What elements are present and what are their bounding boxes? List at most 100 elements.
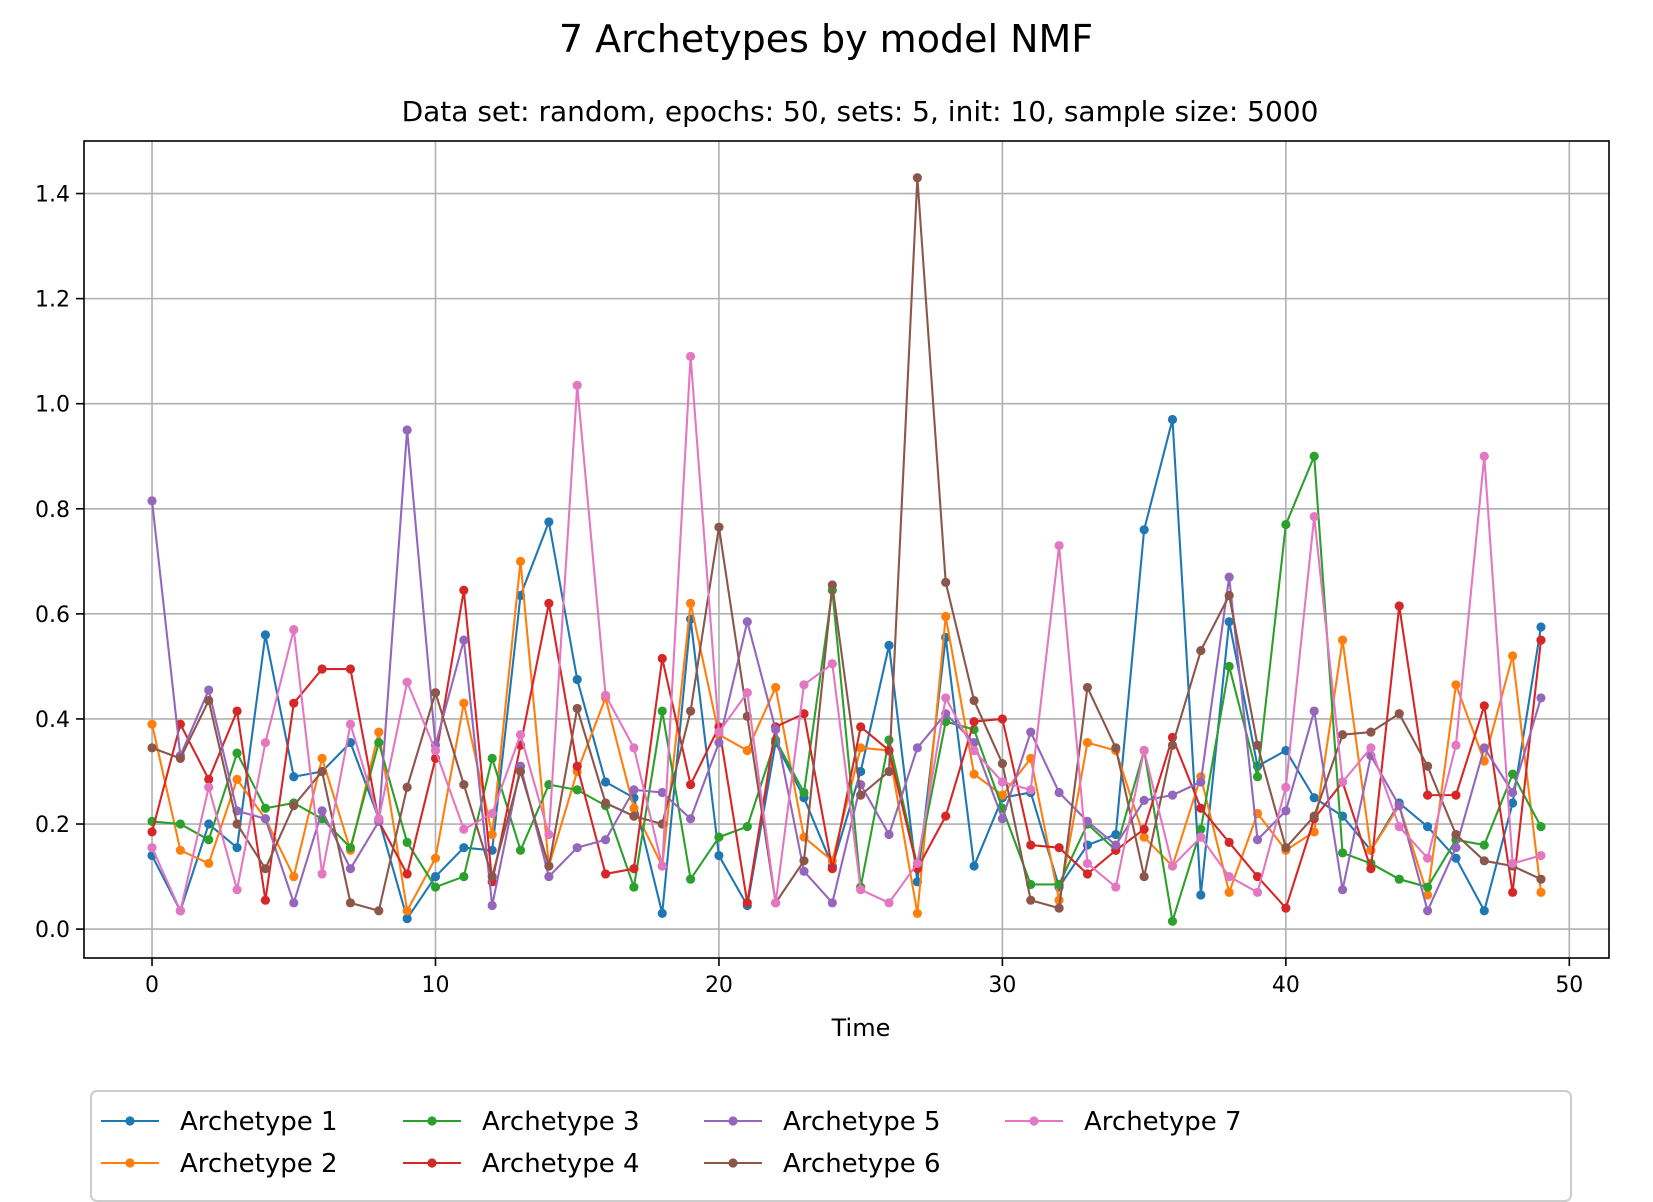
data-point [1536, 874, 1546, 884]
data-point [1422, 822, 1433, 832]
data-point [317, 664, 327, 674]
data-point [600, 690, 611, 700]
legend-item: Archetype 1 [101, 1107, 338, 1137]
data-point [1224, 617, 1234, 627]
series-6 [147, 173, 1546, 916]
data-point [1111, 882, 1121, 892]
data-point [402, 425, 412, 435]
series-layer [147, 173, 1546, 926]
data-point [430, 882, 441, 892]
data-point [147, 719, 157, 729]
data-point [260, 895, 271, 905]
data-point [1281, 903, 1291, 913]
data-point [1309, 706, 1319, 716]
data-point [969, 745, 979, 756]
data-point [1337, 885, 1348, 895]
data-point [1309, 512, 1319, 522]
data-point [1309, 827, 1319, 837]
data-point [1337, 635, 1348, 645]
data-point [685, 874, 696, 884]
data-point [345, 864, 356, 874]
legend-item: Archetype 5 [704, 1107, 941, 1137]
data-point [175, 845, 185, 855]
data-point [232, 774, 242, 784]
data-point [544, 829, 554, 840]
data-point [1082, 858, 1093, 869]
legend-marker [427, 1116, 437, 1126]
legend-label: Archetype 2 [180, 1149, 338, 1179]
data-point [856, 743, 866, 753]
data-point [317, 766, 327, 777]
data-point [260, 814, 271, 824]
data-point [1422, 882, 1433, 892]
data-point [459, 824, 469, 834]
x-tick-label: 30 [988, 973, 1016, 998]
data-point [1508, 858, 1518, 869]
data-point [175, 906, 185, 916]
data-point [714, 727, 724, 737]
data-point [1479, 701, 1489, 711]
data-point [1451, 790, 1461, 800]
data-point [912, 908, 922, 918]
series-line [151, 589, 1543, 910]
data-point [997, 759, 1008, 769]
data-point [1026, 727, 1036, 737]
data-point [1451, 843, 1461, 853]
data-point [487, 808, 497, 819]
data-point [1508, 887, 1518, 897]
data-point [430, 688, 441, 698]
data-point [1508, 787, 1518, 798]
legend-marker [728, 1158, 738, 1168]
legend: Archetype 1 Archetype 2 Archetype 3 Archety… [90, 1090, 1572, 1202]
data-point [941, 611, 951, 622]
data-point [912, 173, 922, 183]
data-point [345, 843, 356, 853]
data-point [544, 598, 554, 608]
data-point [572, 761, 582, 771]
data-point [685, 351, 696, 362]
data-point [1139, 832, 1149, 842]
legend-label: Archetype 6 [783, 1149, 941, 1179]
data-point [997, 714, 1008, 724]
data-point [1224, 590, 1234, 601]
data-point [1196, 803, 1206, 813]
data-point [1167, 916, 1178, 926]
series-5 [147, 425, 1546, 916]
data-point [1026, 753, 1036, 763]
y-tick-label: 1.4 [35, 183, 70, 208]
data-point [657, 787, 667, 798]
data-point [941, 811, 951, 821]
data-point [1139, 795, 1149, 805]
data-point [1422, 890, 1433, 900]
data-point [289, 698, 299, 708]
data-point [1252, 740, 1263, 750]
data-point [1394, 874, 1404, 884]
data-point [742, 822, 752, 832]
data-point [600, 869, 611, 879]
data-point [1281, 806, 1291, 816]
data-point [685, 598, 696, 608]
data-point [827, 898, 837, 908]
legend-label: Archetype 3 [482, 1107, 640, 1137]
data-point [232, 843, 242, 853]
data-point [147, 743, 157, 753]
y-tick-label: 0.0 [35, 918, 70, 943]
data-point [1479, 840, 1489, 850]
series-line [151, 355, 1542, 912]
data-point [459, 698, 469, 708]
data-point [204, 782, 214, 792]
data-point [1281, 843, 1291, 853]
data-point [1026, 840, 1036, 850]
data-point [402, 837, 412, 848]
data-point [685, 814, 696, 824]
data-point [1366, 743, 1376, 753]
data-point [629, 811, 639, 821]
data-point [204, 774, 214, 784]
data-point [515, 556, 526, 566]
data-point [1196, 824, 1206, 834]
data-point [402, 913, 412, 924]
data-point [1536, 887, 1546, 897]
legend-item: Archetype 2 [101, 1149, 338, 1179]
data-point [374, 737, 384, 748]
